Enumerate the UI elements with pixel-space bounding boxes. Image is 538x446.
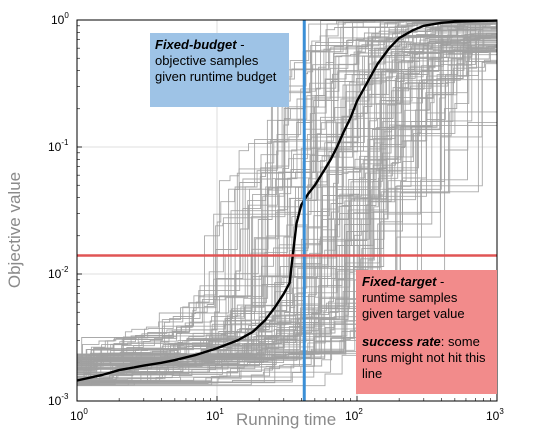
plot-frame — [76, 19, 498, 402]
fixed-budget-text: - objective samples given runtime budget — [155, 37, 277, 84]
sample-run — [77, 51, 498, 355]
fixed-target-annotation: Fixed-target - runtime samples given tar… — [356, 270, 497, 394]
fixed-budget-annotation: Fixed-budget - objective samples given r… — [150, 33, 289, 107]
sample-run — [77, 20, 497, 362]
fixed-budget-title: Fixed-budget — [155, 37, 237, 52]
y-tick-label-1: 10-2 — [48, 265, 69, 281]
sample-run — [77, 21, 498, 385]
y-tick-label-3: 100 — [51, 11, 69, 27]
x-tick-label-0: 100 — [70, 407, 88, 423]
x-axis-label: Running time — [236, 410, 337, 429]
fixed-target-text: - runtime samples given target value — [362, 274, 465, 321]
y-tick-label-2: 10-1 — [48, 138, 69, 154]
sample-run — [77, 36, 498, 376]
sample-run — [77, 45, 497, 383]
x-tick-label-1: 101 — [206, 407, 224, 423]
sample-run — [77, 20, 497, 367]
fixed-target-title: Fixed-target — [362, 274, 437, 289]
sample-run — [77, 42, 498, 382]
y-axis-label-wrap: Objective value — [0, 150, 30, 310]
sample-run — [77, 40, 497, 381]
success-rate-title: success rate — [362, 334, 441, 349]
y-axis-label: Objective value — [5, 171, 24, 289]
sample-run — [77, 39, 497, 382]
sample-run — [77, 21, 498, 358]
sample-run — [77, 24, 497, 381]
sample-runs — [77, 20, 498, 387]
x-tick-label-3: 103 — [486, 407, 504, 423]
sample-run — [77, 27, 497, 375]
y-tick-label-0: 10-3 — [48, 392, 69, 408]
median-run-line — [76, 19, 498, 382]
sample-run — [77, 20, 497, 385]
x-tick-label-2: 102 — [345, 407, 363, 423]
success-rate-text: : some runs might not hit this line — [362, 334, 486, 381]
sample-run — [77, 82, 498, 387]
